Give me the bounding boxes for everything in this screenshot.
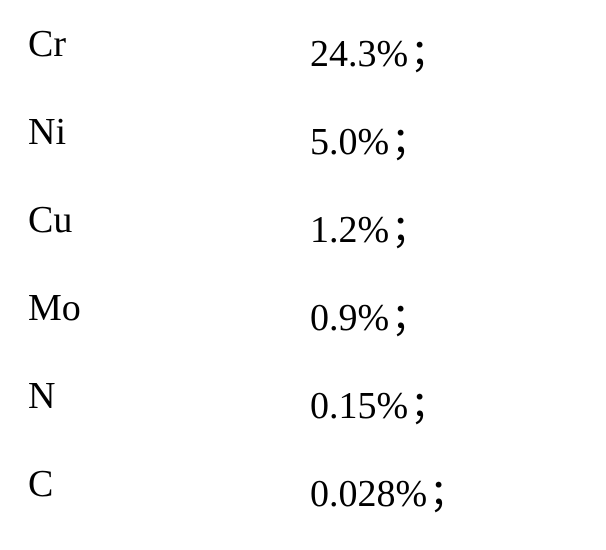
separator: ； <box>391 209 429 251</box>
element-symbol: Cr <box>28 12 310 100</box>
separator: ； <box>410 385 448 427</box>
table-row: Cu 1.2%； <box>28 188 467 276</box>
element-value: 1.2%； <box>310 188 467 276</box>
element-value: 0.15%； <box>310 364 467 452</box>
value-text: 24.3% <box>310 33 408 75</box>
element-symbol: Cu <box>28 188 310 276</box>
value-text: 0.9% <box>310 297 389 339</box>
separator: ； <box>391 121 429 163</box>
table-row: C 0.028%； <box>28 452 467 540</box>
separator: ； <box>429 473 467 515</box>
separator: ； <box>391 297 429 339</box>
element-value: 0.9%； <box>310 276 467 364</box>
table-row: Ni 5.0%； <box>28 100 467 188</box>
element-symbol: N <box>28 364 310 452</box>
composition-table: Cr 24.3%； Ni 5.0%； Cu 1.2%； Mo 0.9%； N 0… <box>28 12 467 540</box>
element-symbol: Ni <box>28 100 310 188</box>
element-symbol: Mo <box>28 276 310 364</box>
value-text: 0.028% <box>310 473 427 515</box>
separator: ； <box>410 33 448 75</box>
value-text: 1.2% <box>310 209 389 251</box>
element-value: 0.028%； <box>310 452 467 540</box>
value-text: 5.0% <box>310 121 389 163</box>
value-text: 0.15% <box>310 385 408 427</box>
table-row: Mo 0.9%； <box>28 276 467 364</box>
table-row: N 0.15%； <box>28 364 467 452</box>
table-row: Cr 24.3%； <box>28 12 467 100</box>
element-value: 5.0%； <box>310 100 467 188</box>
element-value: 24.3%； <box>310 12 467 100</box>
element-symbol: C <box>28 452 310 540</box>
